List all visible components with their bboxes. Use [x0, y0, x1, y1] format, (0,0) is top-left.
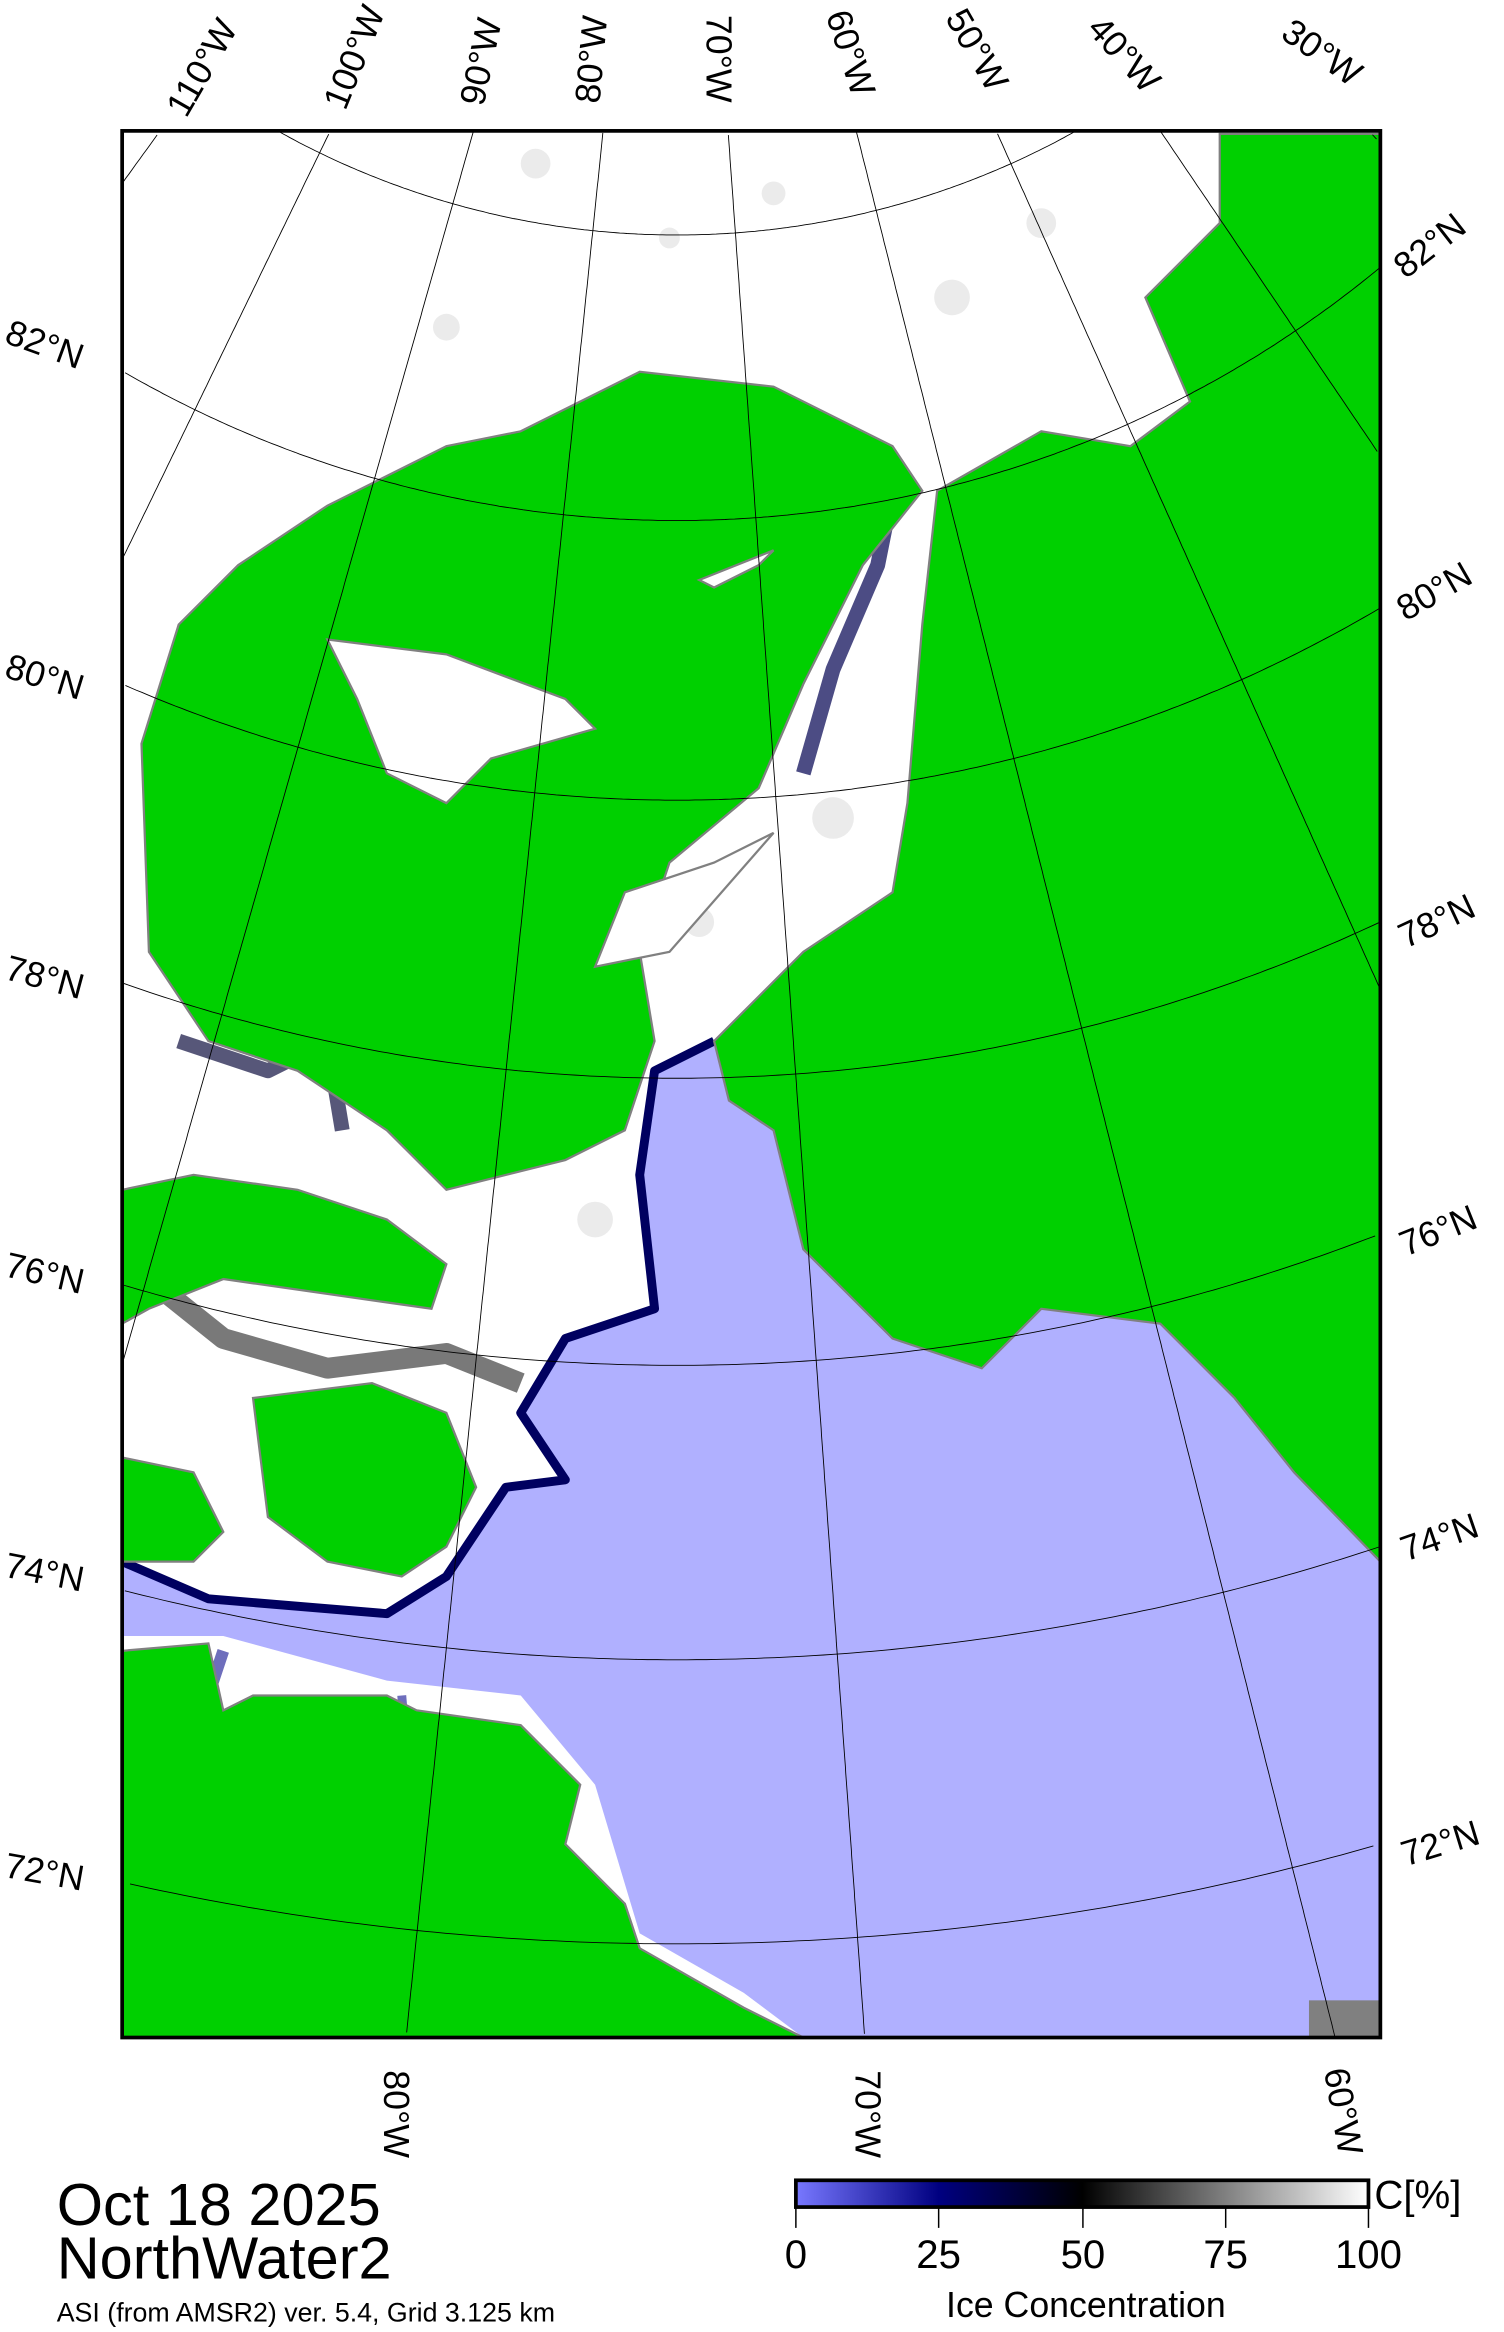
lon-label: 80°W [568, 14, 616, 105]
longitude-line [122, 132, 474, 1363]
colorbar-ticks [795, 2207, 1370, 2228]
latitude-line [125, 608, 1380, 801]
longitude-line [1160, 131, 1378, 452]
colorbar-tick-label: 75 [1203, 2232, 1248, 2277]
longitude-line [122, 133, 330, 558]
latitude-line [129, 1845, 1374, 1945]
colorbar-tick-label: 25 [916, 2232, 961, 2277]
lat-label: 76°N [1394, 1197, 1483, 1264]
lon-label: 50°W [938, 2, 1017, 98]
lat-label: 74°N [2, 1545, 88, 1599]
latitude-line [280, 131, 1074, 236]
longitude-line [997, 133, 1380, 987]
latitude-line [122, 922, 1380, 1079]
devon-island-west [122, 1173, 448, 1325]
latitude-line [124, 268, 1380, 521]
top-longitude-labels: 110°W 100°W 90°W 80°W 70°W 60°W 50°W 40°… [158, 0, 1369, 123]
right-latitude-labels: 82°N 80°N 78°N 76°N 74°N 72°N [1386, 205, 1484, 1874]
colorbar-tick-label: 50 [1061, 2232, 1106, 2277]
latitude-line [124, 1546, 1380, 1661]
lon-label: 30°W [1275, 11, 1370, 94]
lat-label: 76°N [1, 1245, 88, 1302]
greenland [712, 132, 1381, 1564]
lat-label: 78°N [1392, 886, 1481, 956]
left-latitude-labels: 82°N 80°N 78°N 76°N 74°N 72°N [0, 312, 89, 1899]
lon-label: 90°W [452, 14, 509, 108]
lat-label: 72°N [2, 1845, 87, 1898]
map-date: Oct 18 2025 [57, 2171, 381, 2238]
lon-label: 80°W [376, 2070, 416, 2158]
colorbar-title: Ice Concentration [946, 2285, 1226, 2325]
colorbar-gradient [794, 2178, 1371, 2209]
data-source: ASI (from AMSR2) ver. 5.4, Grid 3.125 km [57, 2298, 555, 2328]
open-water [122, 1041, 1381, 2038]
island-west [122, 1456, 225, 1563]
baffin-island [122, 1642, 804, 2038]
land [122, 132, 1381, 2038]
latitude-line [123, 1235, 1376, 1366]
longitude-line [856, 132, 1336, 2037]
colorbar-unit: C[%] [1374, 2173, 1461, 2218]
lat-label: 78°N [1, 948, 88, 1007]
devon-island [251, 1381, 478, 1578]
lat-label: 82°N [0, 312, 89, 377]
longitude-line [1372, 134, 1377, 140]
colorbar: C[%] 0 25 50 75 100 Ice Concentration [785, 2173, 1462, 2326]
lon-label: 40°W [1080, 8, 1169, 100]
lat-label: 82°N [1386, 205, 1473, 286]
fjord-ice [325, 549, 775, 969]
lat-label: 74°N [1395, 1505, 1483, 1569]
lon-label: 60°W [1316, 2065, 1371, 2159]
lat-label: 80°N [1, 646, 89, 708]
lon-label: 60°W [818, 5, 883, 101]
lon-label: 100°W [316, 0, 393, 115]
bottom-longitude-labels: 80°W 70°W 60°W [376, 2065, 1371, 2159]
colorbar-tick-label: 0 [785, 2232, 807, 2277]
lon-label: 70°W [847, 2070, 887, 2158]
longitude-line [727, 135, 865, 2034]
lon-label: 70°W [699, 15, 739, 103]
map-region: NorthWater2 [57, 2224, 392, 2291]
longitude-line [406, 132, 604, 2033]
land-corner-grey [1308, 2000, 1381, 2038]
map-frame [120, 129, 1383, 2040]
ice-texture [432, 148, 1057, 1238]
lat-label: 72°N [1396, 1813, 1484, 1875]
longitude-line [122, 134, 158, 184]
graticule [122, 131, 1380, 2037]
colorbar-tick-label: 100 [1335, 2232, 1402, 2277]
lat-label: 80°N [1390, 554, 1479, 629]
map-area [122, 130, 1381, 2038]
lon-label: 110°W [158, 12, 245, 123]
